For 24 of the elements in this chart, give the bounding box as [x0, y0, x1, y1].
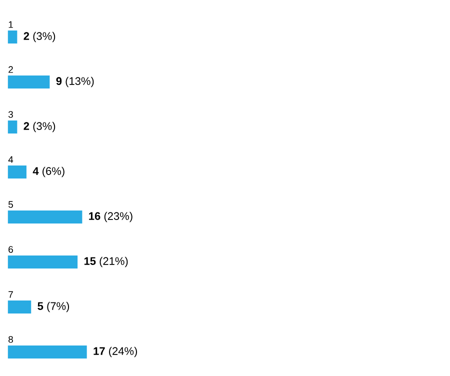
bar [8, 76, 50, 88]
data-label: 15 (21%) [84, 256, 128, 268]
bar [8, 210, 82, 224]
y-tick-label: 1 [8, 21, 13, 28]
y-tick-label: 4 [8, 156, 14, 163]
data-label: 17 (24%) [94, 346, 137, 358]
data-label: 16 (23%) [89, 212, 132, 222]
y-tick-label: 6 [8, 246, 13, 253]
data-label: 2 (3%) [24, 32, 56, 42]
data-label: 2 (3%) [24, 122, 56, 132]
bar [8, 120, 18, 134]
y-tick-label: 5 [8, 201, 13, 208]
data-label: 9 (13%) [56, 76, 94, 88]
data-label: 4 (6%) [32, 166, 64, 178]
y-tick-label: 8 [8, 336, 13, 343]
bar [8, 30, 18, 44]
bar [8, 346, 87, 359]
bar [8, 300, 32, 314]
bar [8, 256, 78, 269]
y-tick-label: 7 [8, 291, 13, 298]
y-tick-label: 3 [8, 111, 13, 118]
bar [8, 166, 26, 178]
data-label: 5 (7%) [38, 302, 70, 312]
y-tick-label: 2 [8, 66, 13, 73]
